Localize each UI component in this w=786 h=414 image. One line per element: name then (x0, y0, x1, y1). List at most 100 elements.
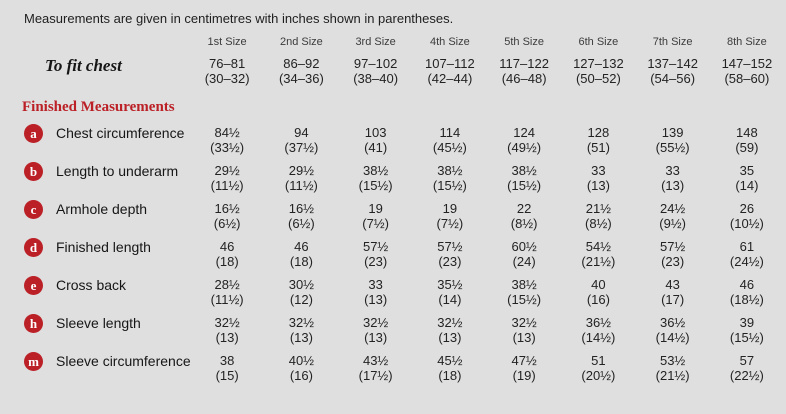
measurement-cell: 47½ (19) (487, 353, 561, 383)
cm-value: 38½ (437, 163, 463, 178)
inches-value: (55½) (655, 140, 690, 155)
measurement-cell: 43 (17) (636, 277, 710, 307)
inches-value: (54–56) (650, 71, 696, 86)
measurement-cell: 40 (16) (561, 277, 635, 307)
row-label-cell: c Armhole depth (20, 200, 190, 219)
inches-value: (13) (215, 330, 239, 345)
row-key-badge: e (24, 276, 43, 295)
measurement-cell: 32½ (13) (264, 315, 338, 345)
cm-value: 94 (294, 125, 309, 140)
measurement-cell: 38½ (15½) (339, 163, 413, 193)
measurement-cell: 33 (13) (636, 163, 710, 193)
cm-value: 107–112 (425, 56, 475, 71)
measurement-cell: 124 (49½) (487, 125, 561, 155)
row-label: Sleeve length (56, 315, 141, 331)
cm-value: 35 (739, 163, 755, 178)
inches-value: (21½) (655, 368, 690, 383)
inches-value: (15) (215, 368, 239, 383)
inches-value: (11½) (210, 178, 244, 193)
inches-value: (33½) (210, 140, 245, 155)
inches-value: (10½) (729, 216, 764, 231)
measurement-cell: 16½ (6½) (264, 201, 338, 231)
measurement-cell: 38 (15) (190, 353, 264, 383)
cm-value: 57½ (437, 239, 463, 254)
row-label: Armhole depth (56, 201, 148, 217)
inches-value: (13) (364, 292, 388, 307)
measurement-cell: 19 (7½) (339, 201, 413, 231)
measurement-cell: 29½ (11½) (190, 163, 264, 193)
measurement-cell: 103 (41) (339, 125, 413, 155)
cm-value: 117–122 (499, 56, 549, 71)
measurement-cell: 57½ (23) (636, 239, 710, 269)
measurement-cell: 40½ (16) (264, 353, 338, 383)
measurement-cell: 139 (55½) (636, 125, 710, 155)
cm-value: 32½ (511, 315, 537, 330)
cm-value: 57 (739, 353, 755, 368)
inches-value: (18) (215, 254, 239, 269)
measurement-cell: 60½ (24) (487, 239, 561, 269)
inches-value: (23) (364, 254, 388, 269)
measurement-cell: 36½ (14½) (636, 315, 710, 345)
inches-value: (58–60) (724, 71, 770, 86)
cm-value: 51 (591, 353, 606, 368)
cm-value: 33 (368, 277, 383, 292)
inches-value: (13) (364, 330, 388, 345)
cm-value: 40½ (288, 353, 315, 368)
measurement-cell: 46 (18½) (710, 277, 784, 307)
intro-note: Measurements are given in centimetres wi… (24, 11, 454, 26)
measurement-cell: 57½ (23) (339, 239, 413, 269)
row-key-badge: c (24, 200, 43, 219)
measurement-cell: 32½ (13) (413, 315, 487, 345)
inches-value: (20½) (581, 368, 616, 383)
cm-value: 128 (587, 125, 610, 140)
row-label-cell: b Length to underarm (20, 162, 190, 181)
size-header: 6th Size (578, 36, 619, 48)
inches-value: (49½) (507, 140, 542, 155)
measurement-cell: 128 (51) (561, 125, 635, 155)
inches-value: (9½) (659, 216, 686, 231)
inches-value: (14) (438, 292, 462, 307)
row-label: Finished length (56, 239, 151, 255)
cm-value: 45½ (437, 353, 463, 368)
cm-value: 137–142 (647, 56, 698, 71)
measurement-cell: 32½ (13) (339, 315, 413, 345)
cm-value: 38½ (511, 163, 537, 178)
cm-value: 38 (219, 353, 235, 368)
cm-value: 46 (219, 239, 235, 254)
inches-value: (17½) (358, 368, 393, 383)
row-key-badge: h (24, 314, 43, 333)
inches-value: (14½) (581, 330, 616, 345)
cm-value: 61 (739, 239, 755, 254)
cm-value: 33 (665, 163, 680, 178)
cm-value: 22 (516, 201, 532, 216)
cm-value: 16½ (214, 201, 240, 216)
cm-value: 103 (364, 125, 387, 140)
cm-value: 39 (739, 315, 755, 330)
cm-value: 35½ (437, 277, 463, 292)
inches-value: (7½) (436, 216, 464, 231)
inches-value: (21½) (581, 254, 616, 269)
inches-value: (7½) (362, 216, 389, 231)
inches-value: (18½) (729, 292, 764, 307)
inches-value: (42–44) (427, 71, 473, 86)
measurement-cell: 24½ (9½) (636, 201, 710, 231)
measurement-cell: 127–132 (50–52) (561, 56, 635, 86)
cm-value: 29½ (214, 163, 240, 178)
cm-value: 148 (736, 125, 758, 140)
measurement-cell: 76–81 (30–32) (190, 56, 264, 86)
cm-value: 36½ (659, 315, 686, 330)
table-row: e Cross back 28½ (11½) 30½ (12) 33 (13) 35½ (14) 3… (20, 276, 784, 307)
cm-value: 29½ (288, 163, 315, 178)
measurement-cell: 36½ (14½) (561, 315, 635, 345)
measurement-cell: 39 (15½) (710, 315, 784, 345)
measurement-cell: 35 (14) (710, 163, 784, 193)
inches-value: (19) (512, 368, 536, 383)
measurement-cell: 38½ (15½) (487, 163, 561, 193)
cm-value: 38½ (511, 277, 537, 292)
measurement-cell: 46 (18) (264, 239, 338, 269)
inches-value: (18) (289, 254, 313, 269)
inches-value: (24) (512, 254, 536, 269)
measurement-cell: 57 (22½) (710, 353, 784, 383)
size-header: 1st Size (207, 36, 247, 48)
inches-value: (45½) (432, 140, 467, 155)
